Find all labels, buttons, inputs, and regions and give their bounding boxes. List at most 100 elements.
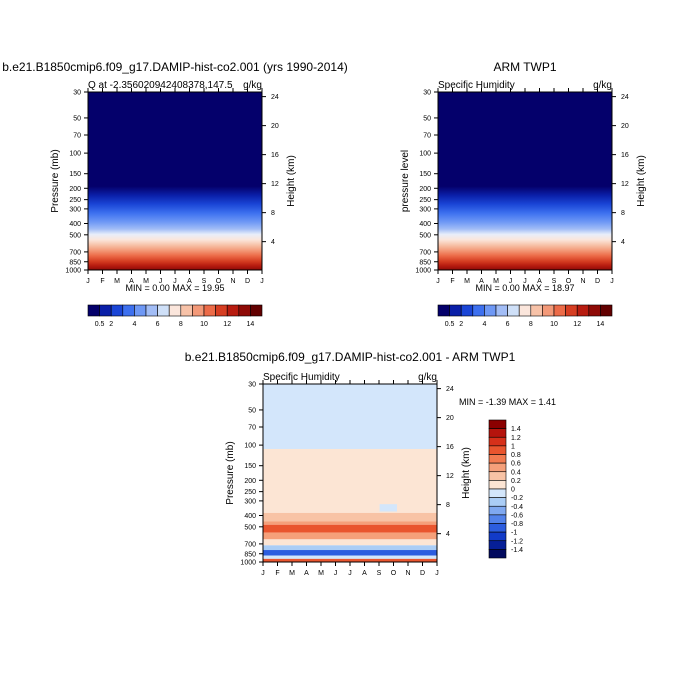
- colorbar-box: [488, 471, 507, 481]
- x-tick-label: M: [289, 570, 295, 577]
- colorbar-box: [488, 531, 507, 542]
- y-tick-label: 30: [423, 90, 431, 97]
- colorbar-box: [488, 523, 507, 533]
- y2-tick-label: 24: [446, 386, 454, 393]
- x-tick-label: J: [334, 570, 338, 577]
- plot-area: J F M A M J J A S O N D J 30 50 70 100 150 200 250 300 400 500…: [225, 380, 472, 577]
- colorbar-box: [250, 304, 263, 317]
- panel-title: ARM TWP1: [493, 60, 556, 74]
- field-region: [263, 384, 437, 450]
- panel-subtitle: Specific Humidity: [438, 80, 515, 91]
- colorbar-box: [488, 488, 507, 498]
- x-tick-label: A: [187, 278, 192, 285]
- field-region: [263, 558, 437, 562]
- colorbar-label: 1.2: [511, 435, 521, 442]
- y-tick-label: 300: [69, 206, 81, 213]
- y-tick-label: 200: [69, 186, 81, 193]
- y-tick-label: 300: [244, 498, 256, 505]
- colorbar-box: [226, 304, 240, 317]
- humidity-field: [438, 92, 612, 270]
- field-region: [263, 524, 437, 533]
- y2-tick-label: 24: [271, 94, 279, 101]
- y-tick-label: 200: [419, 186, 431, 193]
- y-tick-label: 1000: [240, 560, 256, 567]
- colorbar-label: 12: [223, 321, 231, 328]
- colorbar-box: [87, 304, 100, 317]
- colorbar-label: 2: [459, 321, 463, 328]
- colorbar-label: 4: [132, 321, 136, 328]
- x-tick-label: J: [173, 278, 177, 285]
- y-tick-label: 850: [244, 551, 256, 558]
- y2-tick-label: 8: [446, 502, 450, 509]
- colorbar-label: -1: [511, 530, 517, 537]
- colorbar-box: [488, 480, 507, 490]
- x-tick-label: N: [580, 278, 585, 285]
- y-tick-label: 50: [423, 115, 431, 122]
- colorbar-box: [472, 304, 485, 317]
- colorbar-label: -0.8: [511, 521, 523, 528]
- colorbar-box: [145, 304, 158, 317]
- colorbar-box: [203, 304, 216, 317]
- colorbar-box: [565, 304, 578, 317]
- y2-tick-label: 20: [621, 123, 629, 130]
- min-max-label: MIN = 0.00 MAX = 19.95: [125, 283, 224, 293]
- y-tick-label: 100: [419, 151, 431, 158]
- colorbar-label: 0: [511, 487, 515, 494]
- x-tick-label: J: [348, 570, 352, 577]
- colorbar-box: [542, 304, 555, 317]
- colorbar-label: -0.4: [511, 504, 523, 511]
- y2-tick-label: 4: [271, 239, 275, 246]
- colorbar-label: 12: [573, 321, 581, 328]
- x-tick-label: D: [245, 278, 250, 285]
- x-tick-label: F: [275, 570, 279, 577]
- plot-area: J F M A M J J A S O N D J 30 50 70 100 150 200 250 300 400 500…: [400, 88, 647, 285]
- x-tick-label: N: [405, 570, 410, 577]
- x-tick-label: O: [216, 278, 222, 285]
- colorbar-box: [488, 505, 507, 516]
- colorbar-label: 6: [506, 321, 510, 328]
- x-tick-label: D: [420, 570, 425, 577]
- colorbar-box: [488, 514, 507, 524]
- obs-panel: ARM TWP1 Specific Humidity g/kg J F M A M J J A…: [400, 60, 647, 328]
- x-tick-label: J: [261, 570, 265, 577]
- colorbar-box: [192, 304, 205, 317]
- x-tick-label: J: [509, 278, 513, 285]
- y-tick-label: 850: [69, 259, 81, 266]
- colorbar-box: [495, 304, 508, 317]
- colorbar-box: [180, 304, 193, 317]
- y2-tick-label: 4: [446, 531, 450, 538]
- y-tick-label: 700: [69, 249, 81, 256]
- y2-tick-label: 8: [621, 210, 625, 217]
- colorbar-box: [437, 304, 450, 317]
- x-tick-label: J: [436, 278, 440, 285]
- y-tick-label: 700: [244, 541, 256, 548]
- colorbar-box: [518, 304, 532, 317]
- y2-axis-label: Height (km): [461, 447, 472, 499]
- colorbar-label: 0.8: [511, 452, 521, 459]
- panel-subtitle: Specific Humidity: [263, 372, 340, 383]
- colorbar-box: [588, 304, 601, 317]
- colorbar-label: 0.4: [511, 469, 521, 476]
- colorbar-box: [530, 304, 543, 317]
- field-region: [263, 545, 437, 551]
- y-tick-label: 500: [419, 232, 431, 239]
- y-tick-label: 150: [69, 171, 81, 178]
- y-tick-label: 50: [73, 115, 81, 122]
- y2-axis-label: Height (km): [636, 155, 647, 207]
- colorbar-box: [488, 454, 507, 464]
- field-region: [263, 555, 437, 559]
- colorbar-label: 10: [550, 321, 558, 328]
- colorbar-label: 0.6: [511, 461, 521, 468]
- x-tick-label: J: [523, 278, 527, 285]
- x-tick-label: M: [114, 278, 120, 285]
- x-tick-label: O: [566, 278, 572, 285]
- field-region: [263, 449, 437, 513]
- y-tick-label: 50: [248, 407, 256, 414]
- min-max-label: MIN = -1.39 MAX = 1.41: [459, 397, 556, 407]
- colorbar-box: [215, 304, 228, 317]
- colorbar-box: [488, 419, 507, 429]
- field-region: [263, 532, 437, 540]
- y-axis-label: Pressure (mb): [225, 441, 236, 504]
- colorbar-box: [134, 304, 147, 317]
